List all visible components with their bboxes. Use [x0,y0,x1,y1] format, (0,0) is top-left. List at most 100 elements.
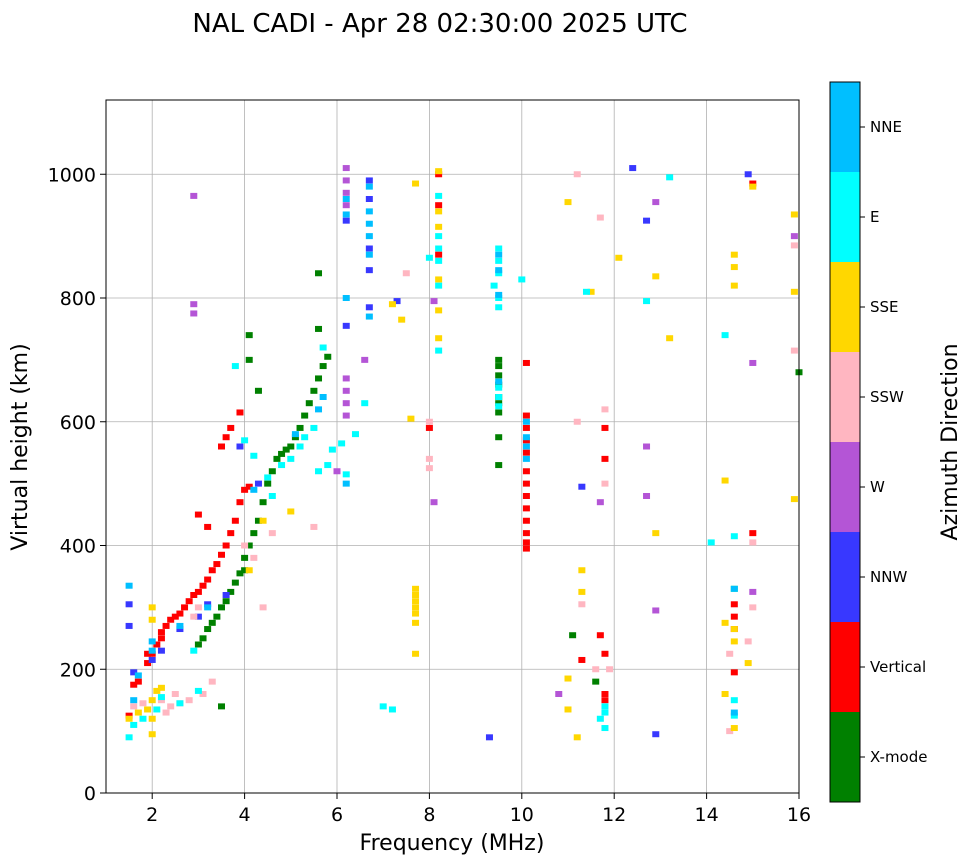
data-point [430,298,438,305]
data-point [522,545,530,552]
data-point [148,731,156,738]
data-point [222,598,230,605]
data-point [721,619,729,626]
data-point [730,533,738,540]
data-point [324,353,332,360]
data-point [495,304,503,311]
data-point [153,687,161,694]
data-point [342,217,350,224]
data-point [319,344,327,351]
data-point [361,356,369,363]
data-point [652,199,660,206]
data-point [412,592,420,598]
data-point [744,660,752,667]
data-point [315,468,323,475]
data-point [287,455,295,462]
data-point [522,539,530,546]
data-point [749,604,757,611]
colorbar: X-mode Vertical NNW W SSW SSE E NNE [829,81,927,803]
data-point [282,446,290,453]
data-point [213,613,221,620]
data-point [222,542,230,549]
colorbar-tick-label: NNW [870,568,907,586]
data-point [435,233,443,240]
data-point [301,412,309,419]
data-point [435,257,443,264]
series-nne [125,183,738,716]
data-point [522,493,530,499]
data-point [749,359,757,366]
data-point [425,424,433,431]
data-point [652,607,660,614]
data-point [435,168,443,175]
data-point [573,171,581,178]
data-point [241,542,249,549]
data-point [749,183,757,190]
data-point [190,301,198,308]
data-point [730,709,738,716]
data-point [790,211,798,218]
data-point [564,199,572,206]
data-point [495,409,503,416]
data-point [157,635,165,642]
series-x-mode [194,270,803,710]
data-point [495,394,503,400]
data-point [522,443,530,450]
data-point [365,267,373,274]
data-point [204,601,212,608]
data-point [342,202,350,209]
data-point [726,728,734,735]
data-point [435,202,443,209]
x-axis-ticks: 2 4 6 8 10 12 14 16 [146,793,811,826]
data-point [522,434,530,441]
data-point [601,480,609,487]
data-point [208,678,216,685]
data-point [144,650,152,657]
data-point [351,431,359,438]
colorbar-tick-label: X-mode [870,748,927,766]
data-point [194,604,202,611]
data-point [148,604,156,611]
data-point [153,641,161,648]
data-point [245,542,253,549]
data-point [125,734,133,741]
data-point [157,629,165,636]
data-point [227,588,235,595]
data-point [231,517,239,524]
data-point [139,700,147,707]
data-point [194,613,202,620]
data-point [578,601,586,608]
data-point [749,180,757,187]
x-axis-label: Frequency (MHz) [360,831,545,856]
data-point [278,462,286,469]
data-point [213,561,221,568]
data-point [245,483,253,490]
data-point [342,211,350,218]
series-vertical [125,171,757,719]
data-point [365,208,373,215]
series-w [190,165,798,697]
data-point [171,613,179,620]
x-tick-label: 4 [239,804,251,826]
data-point [652,530,660,537]
data-point [749,530,757,537]
data-point [264,480,272,487]
data-point [790,288,798,295]
data-point [130,703,138,710]
colorbar-tick-label: Vertical [870,658,926,676]
data-point [495,356,503,363]
data-point [522,412,530,419]
data-point [730,251,738,258]
data-point [601,725,609,732]
data-point [398,316,406,323]
y-tick-label: 600 [60,412,96,434]
data-point [296,443,304,450]
data-point [148,650,156,657]
data-point [130,681,138,688]
data-point [522,455,530,462]
data-point [236,443,244,450]
data-point [236,499,244,506]
data-point [130,721,138,728]
data-point [365,177,373,184]
data-point [522,437,530,444]
